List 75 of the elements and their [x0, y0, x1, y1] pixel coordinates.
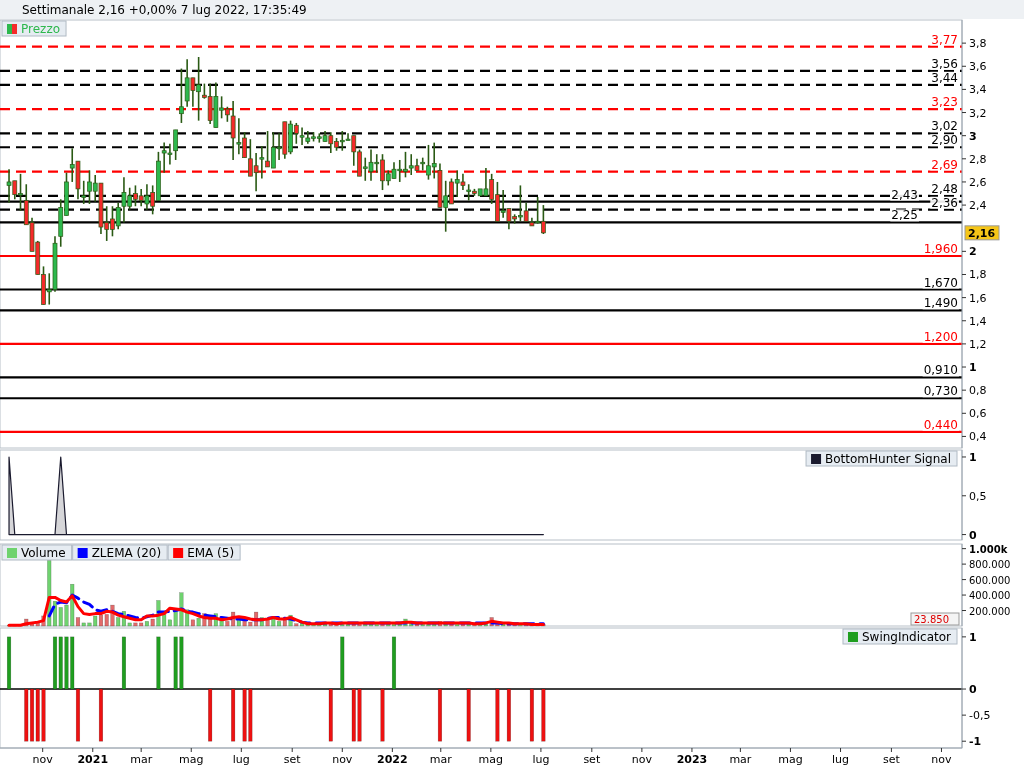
ref-line-label: 3,23 — [931, 95, 958, 110]
x-tick-label: nov — [631, 753, 653, 766]
ref-line-label: 2,25 — [891, 208, 918, 223]
legend-label: SwingIndicator — [861, 630, 952, 644]
y-tick-label: 1 — [969, 450, 977, 464]
x-tick-label: set — [883, 753, 901, 766]
y-tick-label: 1,8 — [969, 268, 987, 282]
ref-line-label: 0,440 — [923, 417, 958, 432]
ref-line-label: 2,43 — [891, 187, 918, 202]
ref-line-label: 3,02 — [931, 119, 958, 134]
x-tick-label: mag — [179, 753, 204, 766]
x-tick-label: mag — [778, 753, 803, 766]
x-tick-label: lug — [832, 753, 850, 766]
x-tick-label: nov — [931, 753, 953, 766]
x-tick-label: 2022 — [377, 753, 408, 766]
x-tick-label: mar — [429, 753, 453, 766]
ref-line-label: 1,490 — [923, 296, 958, 311]
y-tick-label: 0,4 — [969, 430, 987, 444]
text: Prezzo — [21, 22, 61, 36]
x-tick-label: 2023 — [676, 753, 708, 766]
legend-label: BottomHunter Signal — [825, 452, 951, 466]
y-tick-label: -1 — [969, 735, 982, 749]
y-tick-label: 3,8 — [969, 37, 987, 51]
ref-line-label: 3,56 — [931, 56, 958, 71]
y-tick-label: 600.000 — [969, 574, 1011, 586]
y-tick-label: 3,6 — [969, 60, 987, 74]
x-tick-label: set — [283, 753, 302, 766]
ref-line-label: 3,77 — [931, 32, 958, 47]
annotation: 2,16 — [968, 226, 996, 240]
ref-line-label: 1,960 — [923, 241, 958, 256]
x-tick-label: set — [583, 753, 601, 766]
y-tick-label: 1,4 — [969, 314, 987, 328]
y-tick-label: 0,5 — [969, 489, 987, 503]
y-tick-label: 1 — [969, 630, 977, 644]
ref-line-label: 2,48 — [931, 181, 958, 196]
y-tick-label: 1,2 — [969, 337, 987, 351]
y-tick-label: 0 — [969, 528, 977, 542]
y-tick-label: 0,8 — [969, 384, 987, 398]
ref-line-label: 1,200 — [923, 329, 958, 344]
ref-line-label: 2,69 — [931, 157, 958, 172]
y-tick-label: 2,6 — [969, 175, 987, 189]
ref-line-label: 3,44 — [931, 70, 958, 85]
x-tick-label: lug — [232, 753, 250, 766]
x-tick-label: mar — [130, 753, 153, 766]
ref-line-label: 2,36 — [931, 195, 958, 210]
x-tick-label: mar — [729, 753, 752, 766]
ref-line-label: 2,90 — [931, 133, 958, 148]
x-tick-label: nov — [332, 753, 353, 766]
x-tick-label: 2021 — [77, 753, 109, 766]
legend-label: ZLEMA (20) — [91, 546, 162, 560]
ref-line-label: 0,730 — [923, 384, 958, 399]
y-tick-label: 1 — [969, 361, 977, 375]
chart-title: Settimanale 2,16 +0,00% 7 lug 2022, 17:35:49 — [22, 3, 307, 17]
x-tick-label: mag — [478, 753, 504, 766]
y-tick-label: 0,6 — [969, 407, 987, 421]
y-tick-label: 0 — [969, 683, 977, 697]
y-tick-label: 400.000 — [969, 590, 1011, 602]
legend-label: EMA (5) — [187, 546, 235, 560]
x-tick-label: nov — [32, 753, 54, 766]
y-tick-label: 1.000k — [969, 543, 1008, 555]
ref-line-label: 0,910 — [923, 363, 958, 378]
y-tick-label: 800.000 — [969, 559, 1011, 571]
y-tick-label: 3,4 — [969, 83, 987, 97]
x-tick-label: lug — [532, 753, 550, 766]
y-tick-label: 3 — [969, 129, 977, 143]
y-tick-label: 2 — [969, 245, 977, 259]
y-tick-label: 1,6 — [969, 291, 987, 305]
y-tick-label: 200.000 — [969, 605, 1011, 617]
annotation: 23.850 — [914, 614, 949, 625]
legend-label: Volume — [21, 546, 66, 560]
ref-line-label: 1,670 — [923, 275, 958, 290]
y-tick-label: 3,2 — [969, 106, 987, 120]
y-tick-label: -0,5 — [969, 709, 991, 723]
y-tick-label: 2,8 — [969, 152, 987, 166]
y-tick-label: 2,4 — [969, 199, 987, 213]
